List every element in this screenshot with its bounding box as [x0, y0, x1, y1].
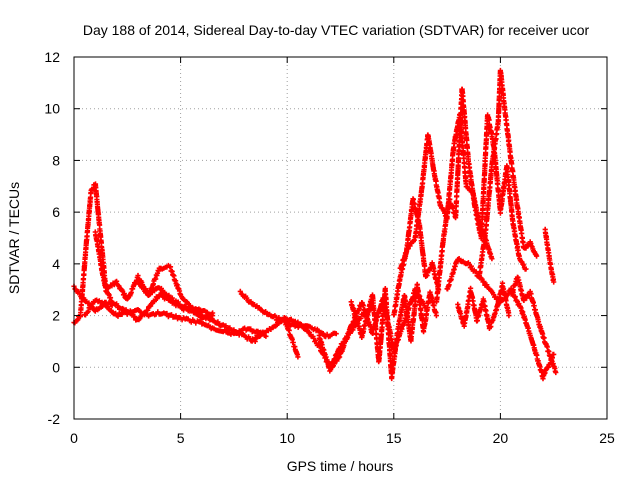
y-tick-label: 2	[52, 308, 60, 324]
y-tick-label: 12	[44, 49, 60, 65]
y-tick-label: 10	[44, 101, 60, 117]
series-sat-l	[397, 111, 495, 271]
series-sat-m	[433, 86, 529, 305]
y-tick-label: 8	[52, 152, 60, 168]
x-axis-title: GPS time / hours	[287, 458, 394, 474]
series-sat-d	[135, 278, 258, 344]
x-tick-label: 20	[493, 430, 509, 446]
x-tick-label: 10	[279, 430, 295, 446]
plot-frame	[73, 56, 608, 420]
axis-ticks	[73, 56, 608, 420]
x-tick-labels: 0 5 10 15 20 25	[70, 430, 615, 446]
series-sat-p	[508, 274, 559, 376]
gridlines	[74, 57, 607, 419]
series-sat-r	[455, 280, 512, 331]
series-sat-q	[542, 226, 557, 285]
y-axis-title: SDTVAR / TECUs	[6, 182, 22, 294]
series-sat-o	[476, 67, 540, 279]
series-sat-j	[348, 281, 439, 382]
y-tick-labels: -2 0 2 4 6 8 10 12	[44, 49, 60, 427]
x-tick-label: 0	[70, 430, 78, 446]
data-series	[71, 67, 559, 382]
x-tick-label: 5	[177, 430, 185, 446]
x-tick-label: 25	[599, 430, 615, 446]
y-tick-label: 4	[52, 256, 60, 272]
series-sat-e	[92, 229, 115, 306]
y-tick-label: 0	[52, 359, 60, 375]
y-tick-label: 6	[52, 204, 60, 220]
chart-title: Day 188 of 2014, Sidereal Day-to-day VTE…	[83, 22, 590, 38]
y-tick-label: -2	[48, 411, 61, 427]
x-tick-label: 15	[386, 430, 402, 446]
